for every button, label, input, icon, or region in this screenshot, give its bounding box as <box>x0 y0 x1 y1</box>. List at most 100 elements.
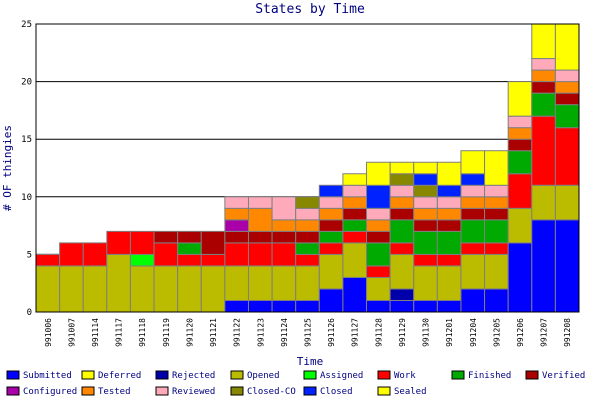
bar-segment-closed-co <box>413 184 438 198</box>
y-tick-label: 20 <box>21 78 32 88</box>
x-tick-label: 991122 <box>233 318 242 347</box>
legend-label: Rejected <box>172 371 215 381</box>
legend-swatch <box>155 370 169 380</box>
bar-segment-tested <box>413 207 438 221</box>
bar-segment-reviewed <box>531 58 556 71</box>
x-tick-label: 991120 <box>185 318 194 347</box>
bar-segment-opened <box>295 265 320 301</box>
bar-segment-opened <box>318 253 344 290</box>
y-tick-label: 0 <box>27 308 32 318</box>
bar-segment-finished <box>366 242 391 267</box>
bar-segment-work <box>460 242 486 255</box>
bar-segment-work <box>554 127 580 186</box>
plot-frame <box>35 23 580 313</box>
bar-segment-finished <box>295 242 320 255</box>
bar-segment-opened <box>153 265 179 313</box>
legend-swatch <box>525 370 539 380</box>
bar-segment-submitted <box>436 299 462 313</box>
bar-segment-submitted <box>342 276 368 313</box>
bars <box>35 23 580 313</box>
bar-segment-tested <box>271 219 297 232</box>
legend-swatch <box>81 386 95 396</box>
legend-swatch <box>6 386 20 396</box>
legend-label: Assigned <box>320 371 363 381</box>
x-tick-label: 991208 <box>563 318 572 347</box>
legend-label: Opened <box>247 371 280 381</box>
y-tick-label: 10 <box>21 193 32 203</box>
bar-segment-tested <box>366 219 391 232</box>
bar-segment-sealed <box>436 161 462 186</box>
legend-swatch <box>303 370 317 380</box>
x-tick-label: 991205 <box>492 318 501 347</box>
legend-swatch <box>230 370 244 380</box>
y-tick-label: 25 <box>21 20 32 30</box>
bar-segment-verified <box>200 230 226 255</box>
bar-segment-submitted <box>366 299 391 313</box>
bar-segment-sealed <box>531 23 556 60</box>
bar-segment-work <box>35 253 61 267</box>
bar-segment-verified <box>507 138 533 152</box>
bar-segment-tested <box>460 196 486 209</box>
bar-segment-submitted <box>484 288 509 313</box>
bar-segment-work <box>129 230 155 255</box>
bar-segment-work <box>436 253 462 267</box>
x-tick-label: 991007 <box>67 318 76 347</box>
bar-segment-tested <box>507 127 533 140</box>
legend-label: Tested <box>98 387 131 397</box>
bar-segment-work <box>507 173 533 209</box>
bar-segment-opened <box>82 265 108 313</box>
legend-label: Work <box>394 371 416 381</box>
bar-segment-reviewed <box>224 196 249 209</box>
bar-segment-reviewed <box>460 184 486 198</box>
bar-segment-sealed <box>484 150 509 186</box>
x-axis-ticks: 991006 991007 991114 991117 991118 991119 9911… <box>44 318 572 347</box>
bar-segment-opened <box>271 265 297 301</box>
bar-segment-reviewed <box>247 196 273 209</box>
x-tick-label: 991126 <box>327 318 336 347</box>
bar-segment-submitted <box>295 299 320 313</box>
bar-segment-sealed <box>342 173 368 186</box>
bar-segment-verified <box>531 81 556 94</box>
legend-swatch <box>6 370 20 380</box>
bar-segment-finished <box>177 242 202 255</box>
bar-segment-work <box>484 242 509 255</box>
bar-segment-sealed <box>389 161 415 175</box>
bar-segment-sealed <box>460 150 486 175</box>
bar-segment-submitted <box>271 299 297 313</box>
bar-segment-reviewed <box>318 196 344 209</box>
bar-segment-submitted <box>460 288 486 313</box>
bar-segment-work <box>342 230 368 244</box>
bar-segment-verified <box>460 207 486 221</box>
bar-segment-verified <box>247 230 273 244</box>
legend-swatch <box>303 386 317 396</box>
bar-segment-closed <box>460 173 486 186</box>
bar-segment-verified <box>342 207 368 221</box>
legend-label: Verified <box>542 371 585 381</box>
bar-segment-verified <box>484 207 509 221</box>
bar-segment-finished <box>389 219 415 244</box>
bar-segment-reviewed <box>366 207 391 221</box>
bar-segment-opened <box>129 265 155 313</box>
y-axis-title: # OF thingies <box>1 125 14 211</box>
bar-segment-finished <box>460 219 486 244</box>
legend-label: Deferred <box>98 371 141 381</box>
bar-segment-opened <box>389 253 415 290</box>
bar-segment-verified <box>554 92 580 106</box>
bar-segment-reviewed <box>342 184 368 198</box>
bar-segment-tested <box>342 196 368 209</box>
bar-segment-work <box>389 242 415 255</box>
bar-segment-verified <box>177 230 202 244</box>
bar-segment-verified <box>366 230 391 244</box>
x-tick-label: 991124 <box>280 318 289 347</box>
bar-segment-opened <box>531 184 556 221</box>
bar-segment-finished <box>436 230 462 255</box>
y-tick-label: 5 <box>27 250 32 260</box>
bar-segment-opened <box>200 265 226 313</box>
legend-swatch <box>377 370 391 380</box>
x-tick-label: 991123 <box>256 318 265 347</box>
bar-segment-finished <box>342 219 368 232</box>
bar-segment-tested <box>484 196 509 209</box>
x-tick-label: 991207 <box>540 318 549 347</box>
bar-segment-configured <box>224 219 249 232</box>
bar-segment-opened <box>247 265 273 301</box>
